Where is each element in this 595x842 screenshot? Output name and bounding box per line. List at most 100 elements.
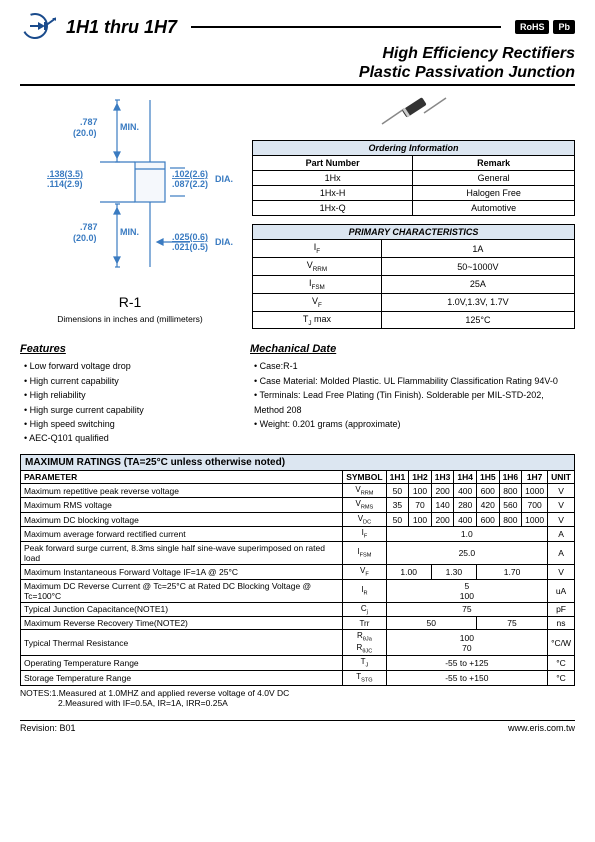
svg-text:(20.0): (20.0): [73, 233, 97, 243]
svg-text:.787: .787: [80, 117, 98, 127]
mr-cell: 75: [476, 617, 547, 630]
header-row: 1H1 thru 1H7 RoHS Pb: [20, 12, 575, 42]
mr-cell: 800: [499, 512, 522, 527]
primary-characteristics-table: PRIMARY CHARACTERISTICS IF1AVRRM50~1000V…: [252, 224, 575, 329]
mr-head-cell: 1H5: [476, 470, 499, 483]
mr-symbol: IR: [343, 579, 386, 602]
svg-text:(20.0): (20.0): [73, 128, 97, 138]
primary-title: PRIMARY CHARACTERISTICS: [253, 225, 575, 240]
mr-param: Maximum average forward rectified curren…: [21, 527, 343, 542]
diagram-column: .787 (20.0) MIN. .138(3.5) .114(2.9) .10…: [20, 92, 240, 337]
component-image: [252, 92, 575, 134]
mr-cell: 800: [499, 483, 522, 498]
primary-cell: IFSM: [253, 275, 382, 293]
mr-symbol: IFSM: [343, 542, 386, 565]
mr-cell: 25.0: [386, 542, 547, 565]
mr-unit: °C: [548, 656, 575, 671]
mr-symbol: Trr: [343, 617, 386, 630]
mr-head-cell: UNIT: [548, 470, 575, 483]
subtitle-line2: Plastic Passivation Junction: [20, 63, 575, 82]
mr-symbol: TJ: [343, 656, 386, 671]
svg-text:.021(0.5): .021(0.5): [172, 242, 208, 252]
mr-cell: 35: [386, 498, 409, 513]
mr-head-cell: 1H2: [409, 470, 432, 483]
ordering-title: Ordering Information: [253, 141, 575, 156]
mr-head-cell: 1H1: [386, 470, 409, 483]
mr-cell: 50: [386, 512, 409, 527]
mechanical-item: • Terminals: Lead Free Plating (Tin Fini…: [254, 388, 575, 417]
subtitle: High Efficiency Rectifiers Plastic Passi…: [20, 44, 575, 82]
mr-unit: V: [548, 565, 575, 580]
max-ratings-table: PARAMETERSYMBOL1H11H21H31H41H51H61H7UNIT…: [20, 470, 575, 686]
mr-cell: 1.00: [386, 565, 431, 580]
mr-cell: 420: [476, 498, 499, 513]
mr-head-cell: PARAMETER: [21, 470, 343, 483]
mr-symbol: TSTG: [343, 671, 386, 686]
footer-url: www.eris.com.tw: [508, 723, 575, 733]
mr-cell: 200: [431, 512, 454, 527]
mr-unit: °C/W: [548, 630, 575, 656]
mr-cell: 1000: [522, 483, 548, 498]
mr-cell: 75: [386, 602, 547, 617]
mr-symbol: Cj: [343, 602, 386, 617]
part-title: 1H1 thru 1H7: [66, 17, 177, 38]
mr-unit: A: [548, 542, 575, 565]
feature-item: • High surge current capability: [24, 403, 220, 417]
mechanical-item: • Weight: 0.201 grams (approximate): [254, 417, 575, 431]
mr-cell: 70: [409, 498, 432, 513]
primary-cell: 125°C: [381, 311, 574, 329]
features-section: Features • Low forward voltage drop• Hig…: [20, 337, 575, 445]
mr-cell: 140: [431, 498, 454, 513]
note-1: NOTES:1.Measured at 1.0MHZ and applied r…: [20, 688, 575, 698]
mr-param: Storage Temperature Range: [21, 671, 343, 686]
mr-unit: pF: [548, 602, 575, 617]
note-2: 2.Measured with IF=0.5A, IR=1A, IRR=0.25…: [20, 698, 575, 708]
mr-symbol: VDC: [343, 512, 386, 527]
mr-param: Maximum DC Reverse Current @ Tc=25°C at …: [21, 579, 343, 602]
mr-cell: 10070: [386, 630, 547, 656]
mechanical-column: Mechanical Date • Case:R-1• Case Materia…: [250, 337, 575, 445]
mr-head-cell: 1H4: [454, 470, 477, 483]
pb-badge: Pb: [553, 20, 575, 34]
feature-item: • Low forward voltage drop: [24, 359, 220, 373]
svg-text:.787: .787: [80, 222, 98, 232]
primary-cell: IF: [253, 240, 382, 258]
mr-cell: 1000: [522, 512, 548, 527]
primary-cell: VRRM: [253, 258, 382, 276]
max-ratings-section: MAXIMUM RATINGS (TA=25°C unless otherwis…: [20, 454, 575, 686]
info-column: Ordering Information Part Number Remark …: [252, 92, 575, 337]
subtitle-line1: High Efficiency Rectifiers: [20, 44, 575, 63]
mechanical-item: • Case:R-1: [254, 359, 575, 373]
ordering-cell: Halogen Free: [413, 186, 575, 201]
svg-text:.138(3.5): .138(3.5): [47, 169, 83, 179]
mr-unit: uA: [548, 579, 575, 602]
feature-item: • High current capability: [24, 374, 220, 388]
mr-head-cell: 1H6: [499, 470, 522, 483]
mr-param: Maximum Instantaneous Forward Voltage IF…: [21, 565, 343, 580]
primary-cell: 25A: [381, 275, 574, 293]
mr-cell: 50: [386, 483, 409, 498]
ordering-table: Ordering Information Part Number Remark …: [252, 140, 575, 216]
badges: RoHS Pb: [515, 20, 575, 34]
svg-text:MIN.: MIN.: [120, 122, 139, 132]
mr-param: Typical Thermal Resistance: [21, 630, 343, 656]
mr-cell: 700: [522, 498, 548, 513]
mr-cell: 1.30: [431, 565, 476, 580]
svg-text:.025(0.6): .025(0.6): [172, 232, 208, 242]
top-section: .787 (20.0) MIN. .138(3.5) .114(2.9) .10…: [20, 92, 575, 337]
rohs-badge: RoHS: [515, 20, 550, 34]
mr-param: Peak forward surge current, 8.3ms single…: [21, 542, 343, 565]
mr-cell: 1.0: [386, 527, 547, 542]
mr-symbol: VRRM: [343, 483, 386, 498]
ordering-col-1: Remark: [413, 156, 575, 171]
ordering-cell: General: [413, 171, 575, 186]
mr-symbol: VF: [343, 565, 386, 580]
mr-head-cell: SYMBOL: [343, 470, 386, 483]
mr-unit: A: [548, 527, 575, 542]
mr-cell: -55 to +150: [386, 671, 547, 686]
mr-unit: ns: [548, 617, 575, 630]
mr-unit: V: [548, 512, 575, 527]
primary-cell: 1.0V,1.3V, 1.7V: [381, 293, 574, 311]
max-ratings-title: MAXIMUM RATINGS (TA=25°C unless otherwis…: [20, 454, 575, 470]
mr-cell: 5100: [386, 579, 547, 602]
